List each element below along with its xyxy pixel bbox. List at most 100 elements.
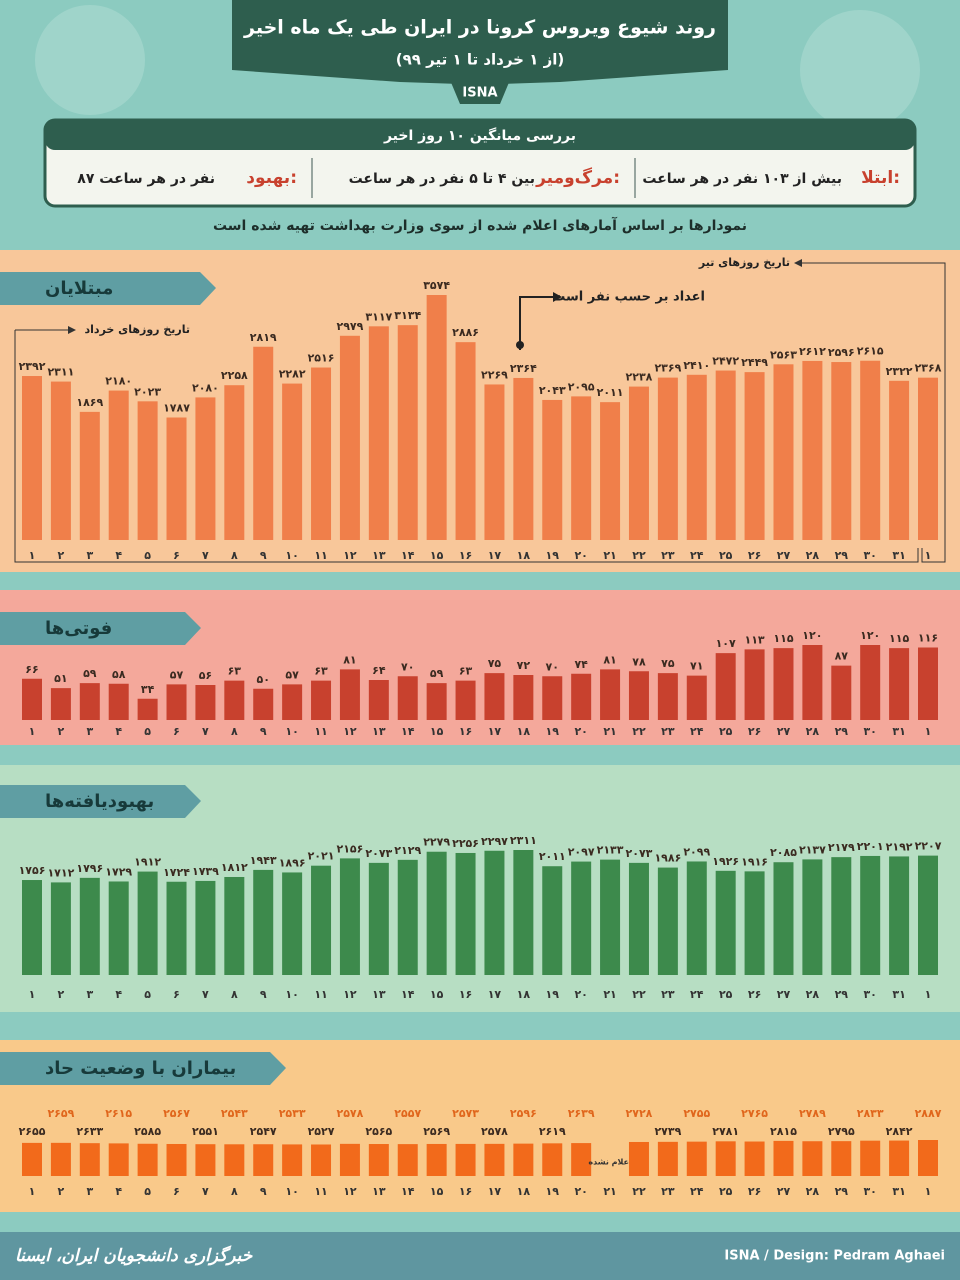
- value-label: ۸۱: [603, 653, 616, 666]
- x-tick-label: ۵: [144, 988, 151, 1001]
- x-tick-label: ۱۵: [430, 725, 444, 738]
- x-tick-label: ۱: [29, 725, 36, 738]
- value-label: ۲۶۵۹: [47, 1107, 74, 1120]
- x-tick-label: ۱۳: [372, 549, 386, 562]
- bar: [79, 877, 100, 975]
- summary-label: بهبود:: [246, 168, 297, 188]
- value-label: ۲۳۶۹: [654, 362, 681, 375]
- footer-bar: [0, 1232, 960, 1280]
- value-label: ۲۲۰۷: [915, 840, 942, 853]
- decoration: [800, 10, 920, 130]
- pointer: [519, 296, 555, 350]
- bar: [600, 669, 621, 720]
- bracket: [14, 330, 919, 563]
- bar: [484, 1143, 505, 1176]
- x-tick-label: ۱۹: [546, 988, 560, 1001]
- bar: [339, 335, 360, 540]
- value-label: ۲۱۷۹: [828, 841, 855, 854]
- value-label: ۲۰۴۳: [539, 384, 566, 397]
- bar: [22, 376, 42, 540]
- bar: [224, 876, 245, 975]
- value-label: ۱۹۸۶: [654, 852, 681, 865]
- value-label: ۲۲۶۹: [481, 368, 508, 381]
- x-tick-label: ۲۵: [719, 725, 733, 738]
- bar: [686, 374, 707, 540]
- value-label: ۲۸۸۷: [915, 1107, 942, 1120]
- x-tick-label: ۱۱: [314, 725, 327, 738]
- value-label: ۲۰۲۳: [134, 385, 161, 398]
- value-label: ۵۹: [430, 667, 444, 680]
- x-tick-label: ۲۴: [690, 725, 704, 738]
- value-label: ۱۲۰: [860, 629, 880, 642]
- summary-label: ابتلا:: [861, 168, 900, 188]
- bar: [860, 855, 881, 975]
- x-tick-label: ۳۱: [892, 725, 905, 738]
- bar: [918, 377, 938, 540]
- bar: [426, 295, 447, 540]
- chart-tab: [0, 612, 201, 645]
- chart-tab: [0, 1052, 286, 1085]
- value-label: ۲۳۱۱: [47, 366, 74, 379]
- bar: [79, 411, 100, 540]
- value-label: ۲۴۱۰: [683, 359, 710, 372]
- value-label: ۳۱۱۷: [365, 310, 392, 323]
- x-tick-label: ۳: [86, 549, 93, 562]
- bar: [571, 1143, 592, 1176]
- bar: [253, 1144, 274, 1176]
- value-label: ۱۹۱۲: [134, 856, 161, 869]
- value-label: ۳۴: [141, 683, 155, 696]
- x-tick-label: ۲۷: [777, 988, 791, 1001]
- value-label: ۲۸۱۵: [770, 1125, 797, 1138]
- x-tick-label: ۷: [202, 988, 209, 1001]
- bar: [50, 381, 71, 540]
- bar: [542, 1143, 563, 1176]
- bar: [282, 1144, 303, 1176]
- bar: [773, 862, 794, 975]
- x-tick-label: ۱: [925, 725, 932, 738]
- x-tick-label: ۳: [86, 988, 93, 1001]
- bar: [715, 870, 736, 975]
- summary-text: بیش از ۱۰۳ نفر در هر ساعت: [642, 171, 842, 187]
- value-label: ۲۶۵۵: [19, 1125, 46, 1138]
- value-label: ۷۴: [574, 658, 588, 671]
- bar: [455, 342, 476, 540]
- value-label: ۲۴۴۹: [741, 356, 768, 369]
- value-label: ۸۷: [835, 650, 849, 663]
- value-label: ۲۶۱۲: [799, 345, 826, 358]
- x-tick-label: ۱۱: [314, 1185, 327, 1198]
- bar: [715, 1141, 736, 1176]
- bar: [571, 396, 592, 540]
- x-tick-label: ۳۰: [863, 549, 876, 562]
- value-label: ۲۵۷۸: [481, 1125, 508, 1138]
- value-label: ۲۷۹۵: [828, 1125, 855, 1138]
- value-label: ۲۸۱۹: [250, 331, 277, 344]
- value-label: ۶۳: [459, 665, 473, 678]
- arrow: [68, 326, 76, 334]
- x-tick-label: ۲۳: [661, 988, 675, 1001]
- x-tick-label: ۲۲: [632, 1185, 646, 1198]
- x-tick-label: ۶: [173, 1185, 180, 1198]
- x-tick-label: ۲۸: [806, 1185, 820, 1198]
- x-tick-label: ۲: [58, 988, 65, 1001]
- arrow: [553, 292, 562, 302]
- summary-text: بین ۴ تا ۵ نفر در هر ساعت: [349, 171, 535, 187]
- bar: [282, 684, 303, 720]
- x-tick-label: ۱: [925, 549, 932, 562]
- bar: [22, 1142, 42, 1176]
- value-label: ۲۳۲۲: [886, 365, 913, 378]
- x-tick-label: ۱۷: [488, 988, 502, 1001]
- x-tick-label: ۱: [29, 1185, 36, 1198]
- x-tick-label: ۴: [115, 1185, 122, 1198]
- value-label: ۶۳: [228, 665, 242, 678]
- value-label: ۷۵: [661, 657, 675, 670]
- value-label: ۸۱: [343, 653, 356, 666]
- value-label: ۲۵۱۶: [308, 352, 335, 365]
- value-label: ۲۲۳۸: [626, 371, 653, 384]
- value-label: ۶۴: [372, 664, 386, 677]
- x-tick-label: ۲۷: [777, 725, 791, 738]
- bar: [773, 648, 794, 720]
- value-label: ۲۰۹۹: [683, 845, 710, 858]
- bar: [657, 377, 678, 540]
- value-label: ۲۳۶۴: [510, 362, 537, 375]
- bar: [455, 852, 476, 975]
